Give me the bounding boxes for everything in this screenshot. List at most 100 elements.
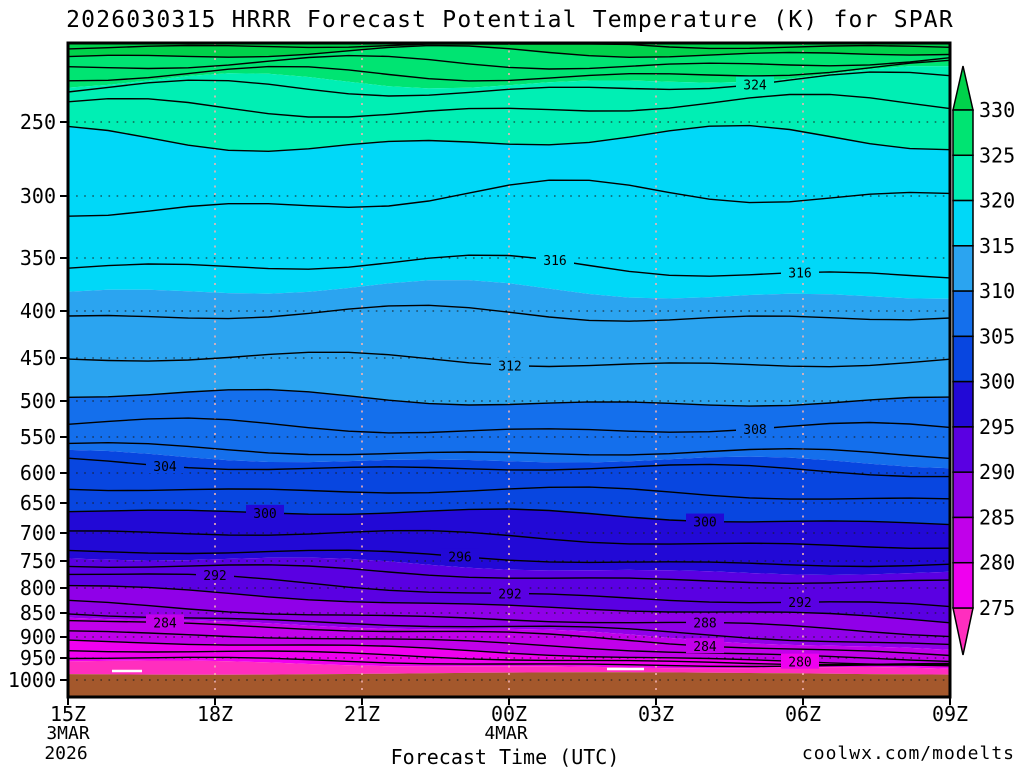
x-axis-start-year: 2026 (44, 743, 87, 764)
contour-label-mask (491, 357, 529, 373)
colorbar-label-290: 290 (979, 460, 1015, 484)
terrain-ground-band (68, 672, 950, 697)
colorbar-label-295: 295 (979, 415, 1015, 439)
contour-label-316: 316 (543, 254, 566, 269)
fill-band-under-275 (68, 660, 950, 675)
colorbar-label-305: 305 (979, 324, 1015, 348)
contour-line-308 (67, 417, 951, 434)
contour-label-292: 292 (498, 587, 521, 602)
y-tick-label-450: 450 (20, 346, 56, 370)
contour-label-324: 324 (743, 79, 767, 94)
contour-line-326 (67, 59, 951, 82)
y-tick-label-600: 600 (20, 461, 56, 485)
contour-label-mask (686, 638, 724, 654)
contour-line-304 (67, 457, 951, 478)
y-axis-tick-labels: 2503003504004505005506006507007508008509… (8, 110, 56, 692)
contour-line-330 (67, 44, 951, 59)
contour-label-mask (736, 76, 774, 92)
contour-line-298 (67, 529, 951, 550)
watermark-link[interactable]: coolwx.com/modelts (802, 743, 1015, 764)
contour-label-mask (146, 614, 184, 630)
contour-line-306 (67, 441, 951, 460)
contour-line-284 (67, 619, 951, 657)
colorbar: 330 325 320 315 310 305 300 295 290 285 280 275 (952, 65, 1015, 656)
colorbar-segment-305-310 (952, 290, 974, 338)
y-tick-label-850: 850 (20, 601, 56, 625)
colorbar-label-320: 320 (979, 189, 1015, 213)
contour-label-mask (246, 504, 284, 520)
contour-line-310 (67, 388, 951, 407)
y-tick-label-550: 550 (20, 425, 56, 449)
x-tick-label-06Z: 06Z (785, 702, 821, 726)
colorbar-label-310: 310 (979, 279, 1015, 303)
colorbar-label-300: 300 (979, 370, 1015, 394)
contour-label-296: 296 (448, 551, 471, 566)
contour-label-mask (781, 594, 819, 610)
x-axis-start-date: 3MAR (46, 723, 90, 744)
colorbar-segment-290-295 (952, 426, 974, 473)
x-tick-label-00Z: 00Z (491, 702, 527, 726)
y-tick-label-750: 750 (20, 549, 56, 573)
x-tick-label-15Z: 15Z (50, 702, 86, 726)
white-contour-segments (112, 667, 644, 673)
contour-label-288: 288 (693, 616, 716, 631)
ground-terrain (68, 672, 950, 697)
x-tick-label-09Z: 09Z (932, 702, 968, 726)
fill-band-275-280 (68, 640, 950, 669)
y-tick-label-950: 950 (20, 646, 56, 670)
colorbar-arrow-over (952, 65, 974, 111)
x-tick-label-03Z: 03Z (638, 702, 674, 726)
contour-line-324 (67, 71, 951, 97)
colorbar-segment-320-325 (952, 154, 974, 202)
x-tick-label-18Z: 18Z (197, 702, 233, 726)
x-tick-label-21Z: 21Z (344, 702, 380, 726)
colorbar-arrow-under (952, 607, 974, 656)
contour-line-288 (67, 599, 951, 638)
contour-label-mask (686, 614, 724, 630)
contour-label-mask (686, 513, 724, 529)
contour-line-322 (67, 93, 951, 118)
colorbar-segment-285-290 (952, 471, 974, 519)
contour-label-308: 308 (743, 423, 766, 438)
contour-label-300: 300 (253, 507, 276, 522)
colorbar-label-330: 330 (979, 98, 1015, 122)
y-tick-label-250: 250 (20, 110, 56, 134)
contour-label-312: 312 (498, 360, 521, 375)
y-tick-label-1000: 1000 (8, 668, 56, 692)
contour-line-296 (67, 549, 951, 568)
contour-label-mask (536, 252, 574, 268)
contour-line-328 (67, 54, 951, 70)
colorbar-segment-315-320 (952, 199, 974, 247)
fill-band-315-320 (68, 125, 950, 299)
colorbar-label-325: 325 (979, 143, 1015, 167)
x-axis-label: Forecast Time (UTC) (391, 745, 620, 768)
contour-label-mask (196, 567, 234, 583)
fill-band-295-300 (68, 509, 950, 575)
y-tick-label-800: 800 (20, 576, 56, 600)
colorbar-segment-300-305 (952, 335, 974, 383)
contour-line-318 (67, 179, 951, 217)
contour-label-284: 284 (693, 640, 717, 655)
contour-label-mask (491, 585, 529, 601)
y-tick-label-400: 400 (20, 299, 56, 323)
colorbar-segment-280-285 (952, 516, 974, 564)
contour-line-294 (67, 564, 951, 585)
contour-line-314 (67, 304, 951, 322)
y-tick-label-500: 500 (20, 389, 56, 413)
colorbar-label-285: 285 (979, 505, 1015, 529)
filled-contour-bands (68, 43, 950, 675)
y-tick-label-350: 350 (20, 246, 56, 270)
y-tick-label-300: 300 (20, 184, 56, 208)
contour-label-mask (781, 653, 819, 669)
contour-line-320 (67, 124, 951, 153)
colorbar-label-275: 275 (979, 596, 1015, 620)
contour-label-mask (146, 458, 184, 474)
plot-frame-and-ticks (60, 41, 952, 705)
contour-line-286 (67, 613, 951, 646)
contour-label-284: 284 (153, 616, 177, 631)
contour-label-300: 300 (693, 516, 716, 531)
contour-line-302 (67, 486, 951, 500)
colorbar-label-280: 280 (979, 551, 1015, 575)
